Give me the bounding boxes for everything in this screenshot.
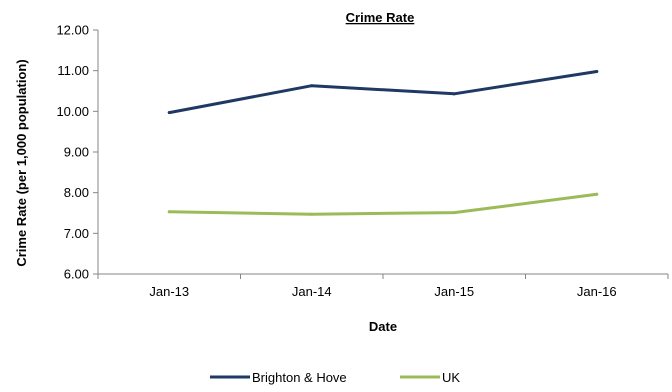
series-group [167,69,599,216]
x-tick-label: Jan-13 [149,284,189,299]
data-point [452,211,456,215]
y-tick-label: 11.00 [57,63,89,78]
y-axis: 6.00 7.00 8.00 9.00 10.00 11.00 12.00 [56,23,98,282]
chart-title: Crime Rate [346,10,415,25]
data-point [452,92,456,96]
series-line-1 [167,192,599,216]
data-point [167,210,171,214]
x-axis-title: Date [369,319,397,334]
y-tick-label: 10.00 [56,104,89,119]
axes [97,30,668,275]
data-point [595,192,599,196]
y-axis-title: Crime Rate (per 1,000 population) [14,59,29,266]
legend-label: Brighton & Hove [252,370,347,385]
y-tick-label: 12.00 [56,23,89,38]
y-tick-label: 8.00 [64,185,89,200]
data-point [167,111,171,115]
data-point [595,69,599,73]
series-line-0 [167,70,599,115]
y-tick-label: 6.00 [64,267,89,282]
x-tick-label: Jan-16 [577,284,617,299]
data-point [310,84,314,88]
legend-label: UK [442,370,460,385]
y-tick-label: 7.00 [64,226,89,241]
legend: Brighton & Hove UK [210,370,460,385]
data-point [310,212,314,216]
x-tick-label: Jan-14 [292,284,332,299]
x-axis: Jan-13 Jan-14 Jan-15 Jan-16 [97,274,669,299]
y-tick-label: 9.00 [64,145,89,160]
x-tick-label: Jan-15 [434,284,474,299]
